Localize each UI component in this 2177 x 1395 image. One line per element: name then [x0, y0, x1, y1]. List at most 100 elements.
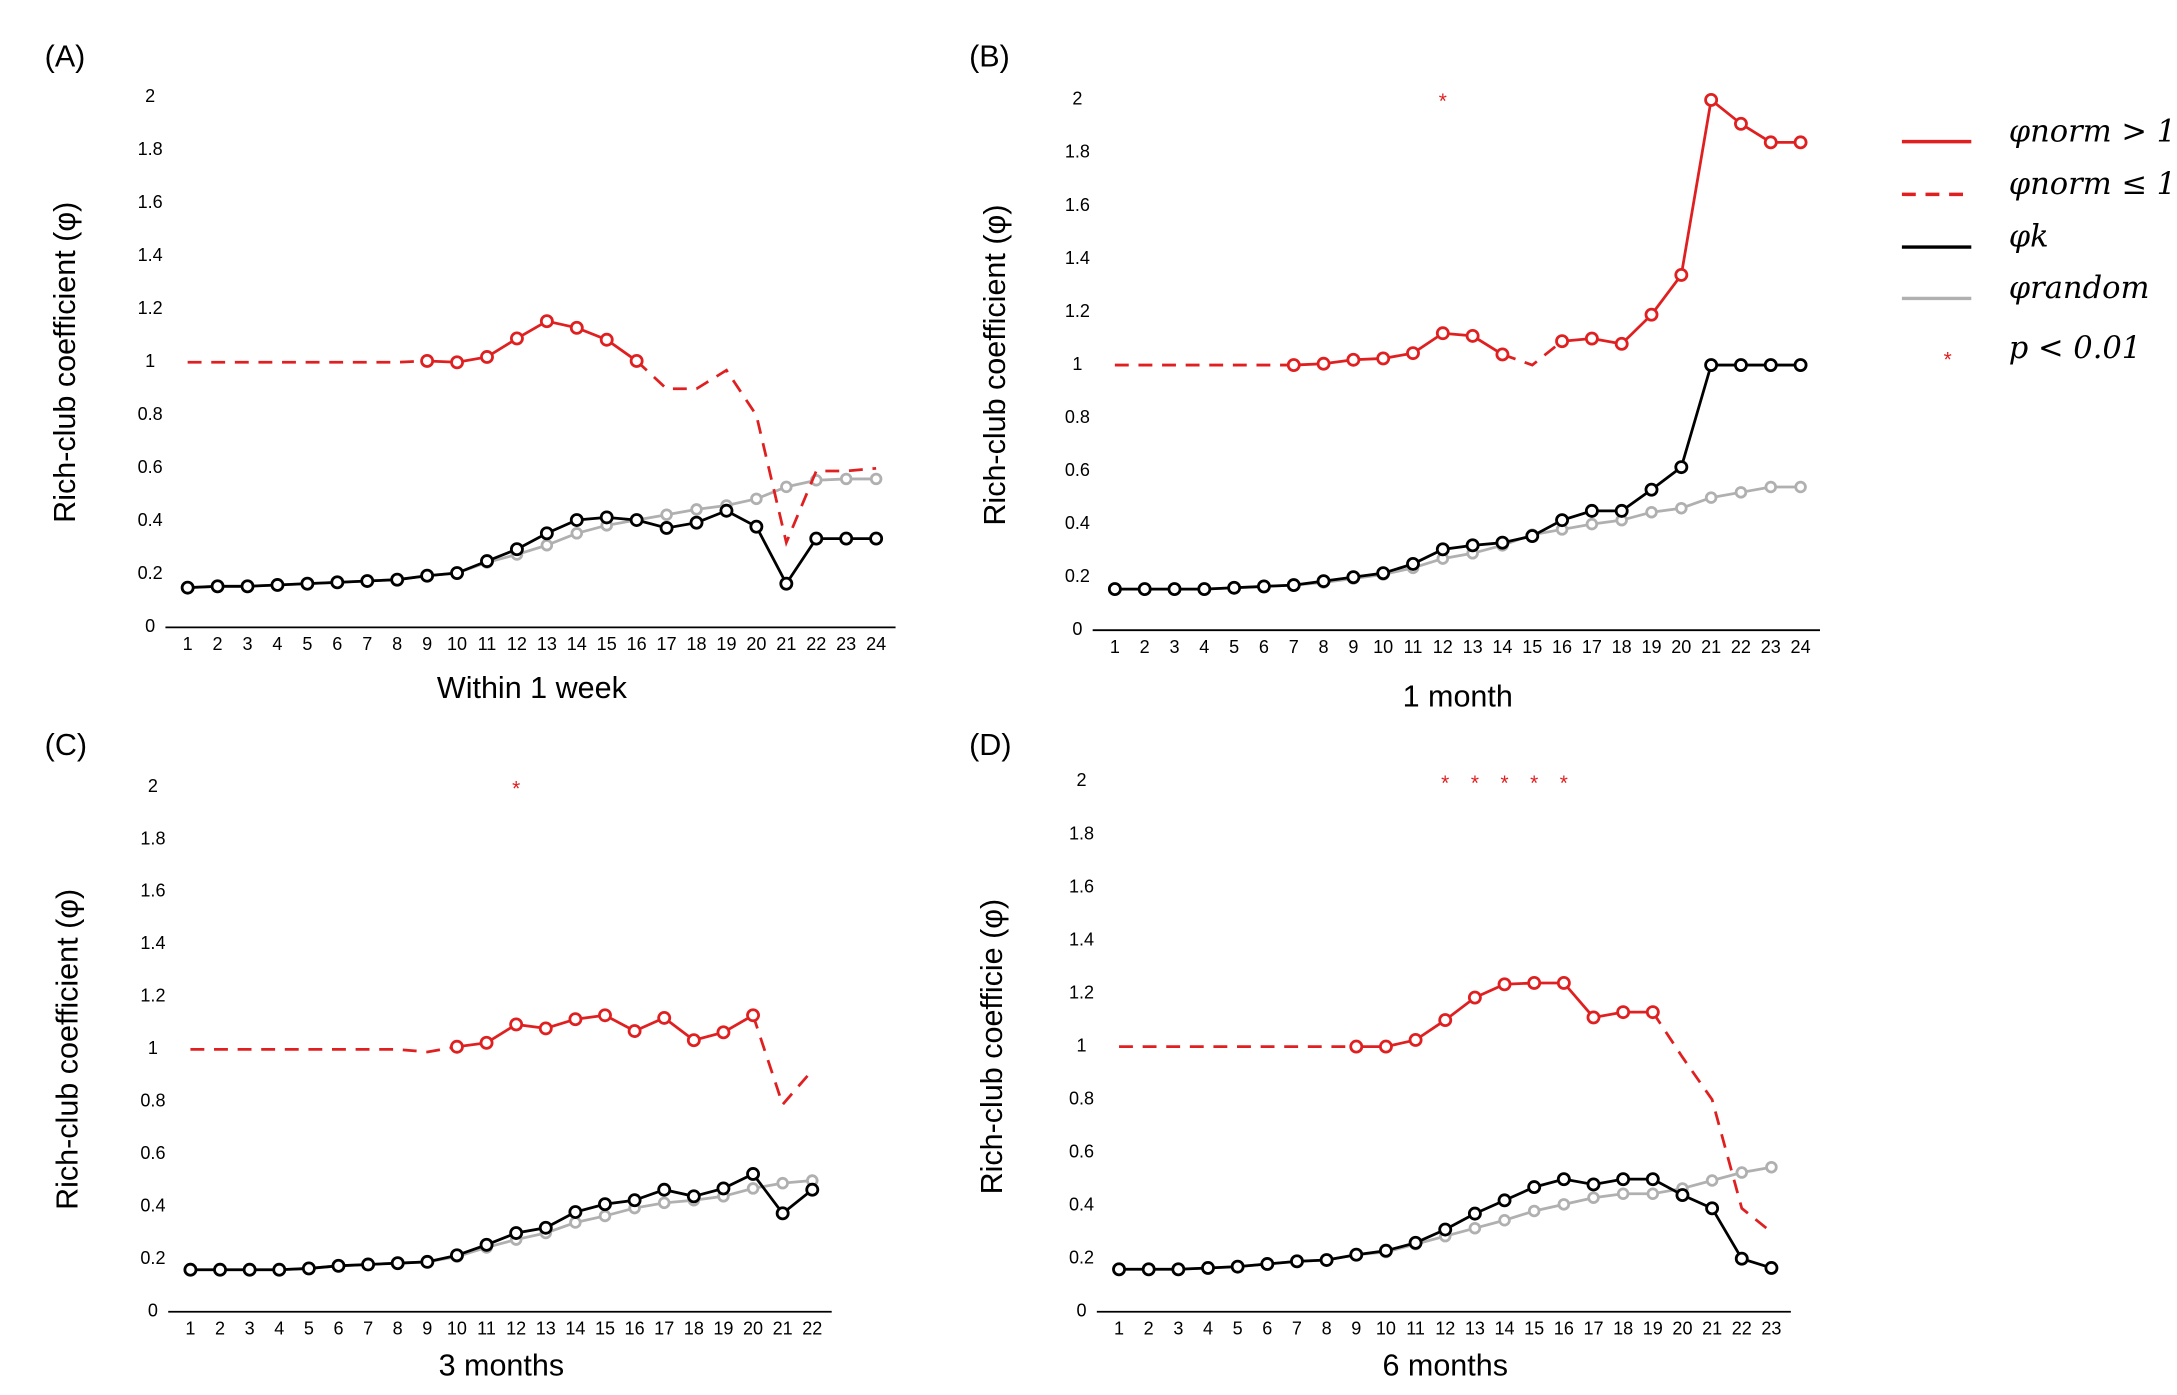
point [1674, 267, 1689, 282]
point [1645, 1172, 1660, 1187]
y-tick-label: 0.4 [140, 1196, 165, 1216]
x-tick-label: 16 [1552, 637, 1572, 657]
point [780, 480, 793, 494]
point [805, 1182, 820, 1197]
point [570, 527, 584, 540]
legend-label: φnorm ≤ 1 [2009, 167, 2176, 202]
point [1584, 503, 1599, 518]
point [1527, 1204, 1541, 1218]
x-tick-label: 15 [595, 1319, 615, 1339]
point [1465, 328, 1480, 343]
x-tick-label: 14 [567, 634, 587, 654]
x-tick-label: 24 [866, 634, 886, 654]
x-tick-label: 7 [363, 1319, 373, 1339]
point [1137, 582, 1152, 597]
x-tick-label: 21 [1702, 1319, 1722, 1339]
y-tick-label: 2 [148, 776, 158, 796]
point [538, 1021, 553, 1036]
y-tick-label: 0 [1072, 619, 1082, 639]
point [689, 515, 704, 530]
point [1349, 1039, 1364, 1054]
y-tick-label: 0.6 [138, 457, 163, 477]
point [540, 538, 554, 552]
panel-label: (D) [969, 728, 1011, 762]
point [1527, 976, 1542, 990]
y-tick-label: 1.4 [140, 933, 165, 953]
point [750, 492, 763, 506]
x-tick-label: 19 [1643, 1319, 1663, 1339]
y-tick-label: 2 [145, 86, 155, 106]
point [450, 355, 464, 370]
x-tick-label: 20 [1671, 637, 1691, 657]
point [569, 513, 584, 527]
x-tick-label: 21 [1701, 637, 1721, 657]
point [1286, 358, 1301, 372]
x-tick-label: 15 [1524, 1319, 1544, 1339]
point [1141, 1262, 1156, 1277]
x-tick-label: 8 [392, 634, 402, 654]
point [776, 1176, 789, 1190]
point [716, 1025, 731, 1040]
point [1704, 358, 1719, 372]
x-tick-label: 10 [447, 634, 467, 654]
y-tick-label: 0.6 [1069, 1141, 1094, 1161]
point [420, 354, 435, 368]
point [659, 521, 674, 535]
x-tick-label: 12 [507, 634, 527, 654]
point [1675, 501, 1688, 515]
y-tick-label: 0.2 [1069, 1247, 1094, 1267]
x-tick-label: 6 [1259, 637, 1269, 657]
series-line [1119, 1165, 1772, 1271]
x-tick-label: 3 [243, 634, 253, 654]
point [1435, 542, 1450, 557]
point [360, 574, 375, 588]
significance-star: * [1471, 772, 1479, 795]
point [1201, 1261, 1215, 1275]
x-tick-label: 3 [1173, 1319, 1183, 1339]
point [538, 1220, 553, 1235]
point [480, 350, 494, 364]
y-tick-label: 2 [1072, 89, 1082, 109]
x-tick-label: 1 [183, 634, 193, 654]
x-tick-label: 9 [1348, 637, 1358, 657]
y-tick-label: 0.4 [1065, 513, 1090, 533]
point [657, 1182, 672, 1197]
y-tick-label: 0.8 [140, 1091, 165, 1111]
x-tick-label: 11 [1404, 637, 1423, 657]
point [180, 580, 195, 595]
point [1705, 1174, 1719, 1187]
point [1616, 1172, 1631, 1187]
point [627, 1193, 642, 1208]
point [1376, 351, 1391, 366]
significance-star: * [1439, 90, 1447, 113]
x-tick-label: 5 [304, 1319, 314, 1339]
y-tick-label: 1.6 [1069, 876, 1094, 896]
point [509, 331, 524, 346]
point [1765, 1160, 1778, 1174]
x-tick-label: 8 [393, 1319, 403, 1339]
point [390, 1256, 405, 1271]
point [869, 531, 884, 546]
point [1646, 1187, 1660, 1200]
y-tick-label: 0.8 [138, 404, 163, 424]
point [242, 1262, 257, 1277]
series-line [190, 1172, 814, 1272]
legend-label: φrandom [2009, 271, 2150, 306]
series-line [1119, 1011, 1773, 1234]
point [1793, 358, 1808, 372]
point [1112, 1262, 1126, 1277]
point [598, 1209, 612, 1223]
y-tick-label: 0 [145, 616, 155, 636]
x-tick-label: 8 [1319, 637, 1329, 657]
point [1704, 93, 1719, 107]
point [1408, 1033, 1423, 1047]
series-line [1114, 485, 1801, 591]
series-line [1356, 981, 1653, 1048]
legend-label: p < 0.01 [2009, 331, 2141, 366]
x-tick-label: 19 [1641, 637, 1661, 657]
point [686, 1189, 701, 1204]
point [1763, 135, 1778, 150]
x-tick-label: 1 [1114, 1319, 1124, 1339]
point [1495, 347, 1510, 362]
